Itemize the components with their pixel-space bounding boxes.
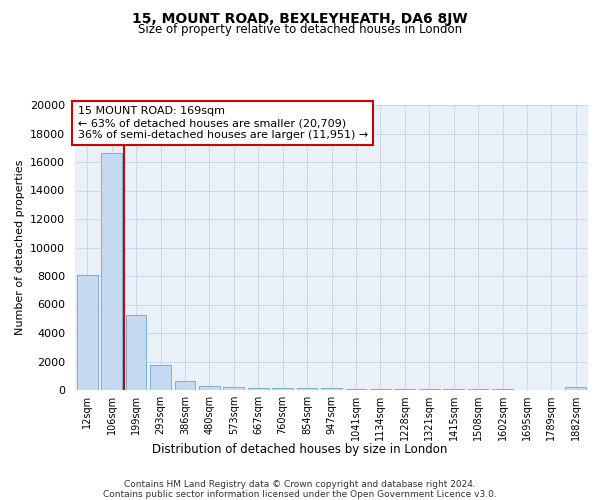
Bar: [150, 365, 171, 390]
Bar: [199, 386, 220, 390]
Text: Distribution of detached houses by size in London: Distribution of detached houses by size …: [152, 442, 448, 456]
Bar: [101, 154, 122, 390]
Y-axis label: Number of detached properties: Number of detached properties: [14, 160, 25, 335]
Bar: [223, 387, 244, 390]
Bar: [321, 388, 342, 390]
Text: 15, MOUNT ROAD, BEXLEYHEATH, DA6 8JW: 15, MOUNT ROAD, BEXLEYHEATH, DA6 8JW: [132, 12, 468, 26]
Bar: [346, 388, 367, 390]
Bar: [272, 388, 293, 390]
Bar: [370, 389, 391, 390]
Bar: [77, 276, 98, 390]
Bar: [443, 389, 464, 390]
Text: Contains HM Land Registry data © Crown copyright and database right 2024.: Contains HM Land Registry data © Crown c…: [124, 480, 476, 489]
Bar: [419, 389, 440, 390]
Bar: [175, 380, 196, 390]
Text: 15 MOUNT ROAD: 169sqm
← 63% of detached houses are smaller (20,709)
36% of semi-: 15 MOUNT ROAD: 169sqm ← 63% of detached …: [77, 106, 368, 140]
Bar: [125, 315, 146, 390]
Bar: [296, 388, 317, 390]
Bar: [248, 388, 269, 390]
Text: Size of property relative to detached houses in London: Size of property relative to detached ho…: [138, 22, 462, 36]
Text: Contains public sector information licensed under the Open Government Licence v3: Contains public sector information licen…: [103, 490, 497, 499]
Bar: [565, 388, 586, 390]
Bar: [394, 389, 415, 390]
